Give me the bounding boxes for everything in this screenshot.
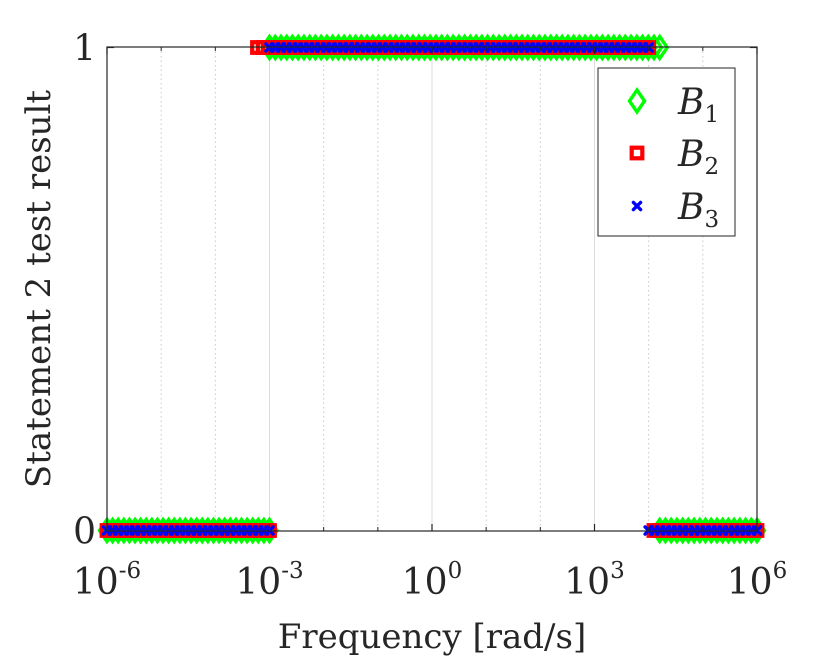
x-tick-exponent: 3 [610, 558, 625, 584]
legend-label: B1 [677, 82, 719, 128]
legend-box [597, 67, 736, 237]
x-tick-exponent: 0 [448, 558, 463, 584]
x-tick-base: 10 [73, 562, 119, 603]
legend-label-subscript: 2 [704, 154, 719, 180]
x-tick-exponent: -6 [119, 558, 141, 584]
legend-label-name: B [677, 82, 704, 123]
y-tick-labels: 01 [73, 29, 96, 553]
legend-label-subscript: 3 [704, 207, 719, 233]
x-axis-label: Frequency [rad/s] [278, 617, 586, 657]
legend-label: B2 [677, 134, 719, 180]
legend-label: B3 [677, 187, 719, 233]
square-marker [629, 145, 645, 161]
x-tick-labels: 10-6 10-3 100 103 106 [73, 558, 787, 603]
grid [160, 47, 704, 531]
x-tick-base: 10 [727, 562, 773, 603]
legend-label-name: B [677, 134, 704, 175]
x-tick-exponent: 6 [773, 558, 788, 584]
x-marker [631, 200, 643, 212]
legend-label-name: B [677, 187, 704, 228]
y-tick-label: 0 [73, 512, 96, 553]
legend-entry-b2: B2 [629, 134, 719, 180]
x-tick-label: 10-6 [73, 558, 141, 603]
legend-entry-b3: B3 [631, 187, 719, 233]
x-tick-label: 100 [402, 558, 462, 603]
legend-label-subscript: 1 [704, 102, 719, 128]
x-tick-label: 103 [564, 558, 624, 603]
y-axis-label: Statement 2 test result [19, 90, 59, 488]
legend-entry-b1: B1 [627, 82, 719, 128]
x-tick-label: 106 [727, 558, 787, 603]
x-tick-base: 10 [402, 562, 448, 603]
diamond-marker [627, 86, 647, 116]
x-tick-exponent: -3 [281, 558, 303, 584]
x-tick-label: 10-3 [235, 558, 303, 603]
y-tick-label: 1 [73, 29, 96, 70]
tick-marks [106, 46, 758, 532]
x-tick-base: 10 [564, 562, 610, 603]
x-tick-base: 10 [235, 562, 281, 603]
